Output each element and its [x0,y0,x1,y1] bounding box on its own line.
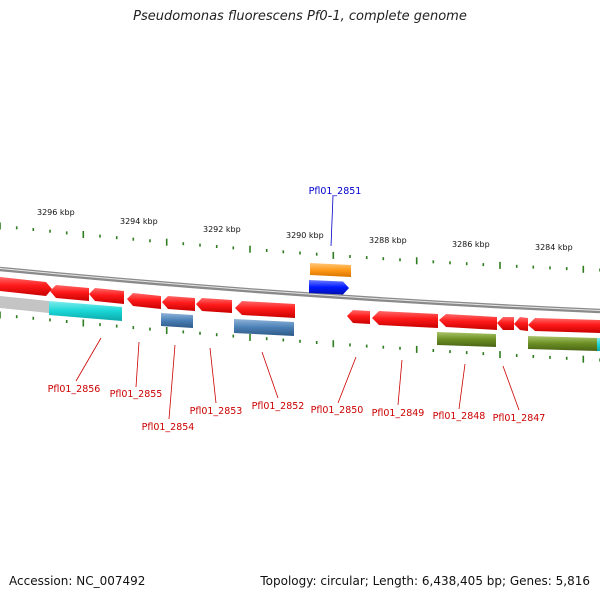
ruler-label: 3284 kbp [535,243,573,252]
leader-line [397,359,403,406]
leader-line [75,337,102,382]
gene-arrow[interactable] [50,285,89,301]
gene-label-pfl01-2849[interactable]: Pfl01_2849 [372,408,425,419]
gene-label-pfl01-2855[interactable]: Pfl01_2855 [110,389,163,400]
leader-line [261,351,279,399]
gene-arrow[interactable] [347,310,370,324]
gene-arrow-pfl01-2851[interactable] [309,280,349,295]
gene-arrow[interactable] [439,314,497,330]
gene-arrow[interactable] [196,298,232,313]
gene-arrow[interactable] [127,293,161,309]
gene-label-pfl01-2848[interactable]: Pfl01_2848 [433,411,486,422]
genome-backbone [0,266,600,314]
leader-line [330,195,334,247]
feature-track-cds [0,277,600,333]
leader-line [135,341,140,388]
olive-feature[interactable] [437,332,496,347]
gene-labels: Pfl01_2851 Pfl01_2856 Pfl01_2855 Pfl01_2… [48,186,546,433]
ruler-label: 3290 kbp [286,231,324,240]
leader-line [209,347,217,404]
gene-label-pfl01-2854[interactable]: Pfl01_2854 [142,422,195,433]
gene-arrow[interactable] [162,296,195,311]
gene-arrow[interactable] [372,311,438,328]
feature-track-outer [309,263,351,295]
grey-feature[interactable] [0,296,49,313]
gene-arrow[interactable] [497,317,514,330]
steelblue-feature[interactable] [161,313,193,328]
ruler-ticks-outer [0,222,600,273]
gene-label-pfl01-2856[interactable]: Pfl01_2856 [48,384,101,395]
ruler-label: 3294 kbp [120,217,158,226]
olive-feature[interactable] [528,336,597,351]
gene-label-pfl01-2852[interactable]: Pfl01_2852 [252,401,305,412]
feature-track-inner [0,296,600,351]
orange-feature[interactable] [310,263,351,277]
ruler-label: 3292 kbp [203,225,241,234]
gene-arrow[interactable] [89,288,124,304]
ruler-ticks-inner [0,311,600,363]
leader-line [168,344,176,420]
steelblue-feature[interactable] [234,319,294,336]
gene-arrow[interactable] [235,301,295,318]
gene-arrow[interactable] [514,317,528,331]
ruler-label: 3288 kbp [369,236,407,245]
ruler-label: 3286 kbp [452,240,490,249]
map-title: Pseudomonas fluorescens Pf0-1, complete … [133,9,467,24]
gene-label-pfl01-2851[interactable]: Pfl01_2851 [309,186,362,197]
gene-label-pfl01-2853[interactable]: Pfl01_2853 [190,406,243,417]
leader-line [502,365,520,411]
label-leaders [75,195,520,420]
ruler-labels: 3296 kbp 3294 kbp 3292 kbp 3290 kbp 3288… [37,208,573,252]
leader-line [458,363,466,410]
cyan-feature[interactable] [597,338,600,351]
leader-line [337,356,357,404]
gene-arrow[interactable] [0,277,52,296]
ruler-label: 3296 kbp [37,208,75,217]
gene-arrow[interactable] [528,318,600,333]
topology-text: Topology: circular; Length: 6,438,405 bp… [260,574,590,588]
cyan-feature[interactable] [49,301,122,321]
accession-text: Accession: NC_007492 [9,574,146,588]
gene-label-pfl01-2850[interactable]: Pfl01_2850 [311,405,364,416]
gene-label-pfl01-2847[interactable]: Pfl01_2847 [493,413,546,424]
